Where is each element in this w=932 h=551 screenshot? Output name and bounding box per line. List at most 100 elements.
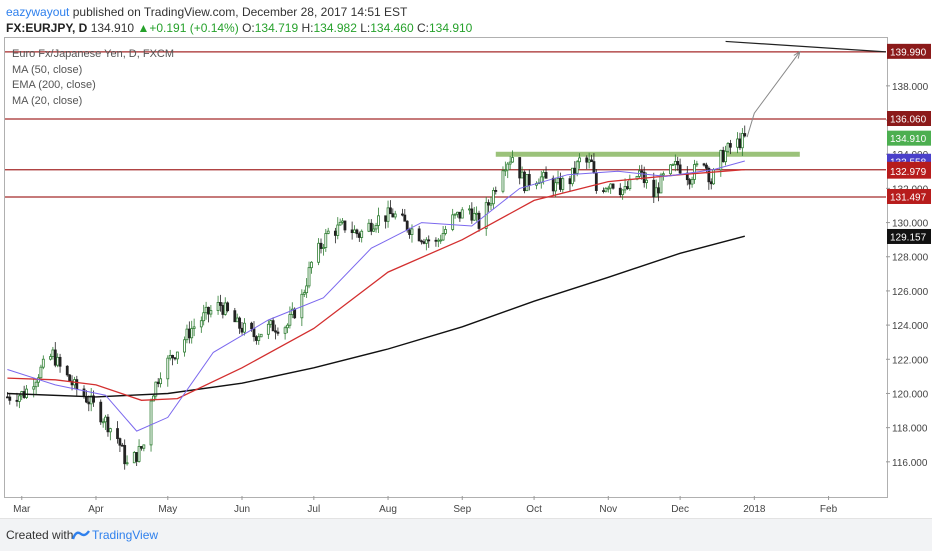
candle-body <box>726 143 730 152</box>
candle-body <box>468 208 471 211</box>
candle-body <box>341 220 344 223</box>
candle-body <box>592 161 596 174</box>
price-label-box <box>887 188 931 204</box>
candle-body <box>575 161 579 174</box>
candle-body <box>544 172 548 179</box>
candle-body <box>626 186 629 190</box>
candle-body <box>709 181 713 185</box>
chart-legend: Euro Fx/Japanese Yen, D, FXCM MA (50, cl… <box>12 47 174 109</box>
x-tick-label: Sep <box>453 504 471 515</box>
candle-body <box>243 322 246 333</box>
candle-body <box>159 378 163 385</box>
candle-body <box>142 444 146 449</box>
candle-body <box>317 242 321 263</box>
candle-body <box>724 150 728 163</box>
candle-body <box>369 222 373 232</box>
candle-body <box>207 306 210 315</box>
candle-body <box>168 354 172 359</box>
candle-body <box>645 179 648 184</box>
candle-body <box>137 446 141 462</box>
candle-body <box>570 167 574 185</box>
candle-body <box>233 310 237 323</box>
projection-path <box>746 51 801 138</box>
candle-body <box>393 213 397 218</box>
candle-body <box>266 323 270 335</box>
candle-body <box>506 163 510 171</box>
candle-body <box>618 187 622 196</box>
candle-body <box>451 214 455 230</box>
y-tick-label: 130.000 <box>892 219 929 230</box>
x-tick-label: Jun <box>234 504 250 515</box>
candle-body <box>276 331 280 334</box>
candle-body <box>374 225 378 230</box>
candle-body <box>355 229 359 235</box>
candle-body <box>561 178 565 190</box>
candle-body <box>384 215 388 222</box>
candle-body <box>65 365 69 376</box>
legend-ma20[interactable]: MA (20, close) <box>12 94 83 107</box>
price-label-box <box>887 111 931 127</box>
candle-body <box>489 203 493 206</box>
candle-body <box>34 381 38 388</box>
candle-body <box>209 310 213 315</box>
candle-body <box>185 328 189 341</box>
candle-body <box>190 328 194 339</box>
candle-body <box>192 326 196 329</box>
price-label-text: 131.497 <box>890 192 927 203</box>
candle-body <box>640 170 644 173</box>
price-chart[interactable]: 116.000 118.000 120.000 122.000 124.000 126.0… <box>0 0 932 518</box>
candle-body <box>657 187 660 194</box>
candle-body <box>152 395 155 402</box>
candle-body <box>556 177 560 184</box>
candle-body <box>235 317 239 323</box>
candle-body <box>494 190 498 192</box>
legend-ema200[interactable]: EMA (200, close) <box>12 79 96 91</box>
candle-body <box>353 229 356 234</box>
candle-body <box>424 239 428 244</box>
candle-body <box>738 138 742 149</box>
candle-body <box>441 233 445 241</box>
ma50-line <box>7 168 745 401</box>
candle-body <box>602 190 605 192</box>
ema200-line <box>7 235 745 398</box>
candle-body <box>252 328 256 338</box>
high-label: H: <box>301 21 314 35</box>
tradingview-logo-icon[interactable] <box>72 528 90 542</box>
x-tick-label: May <box>158 504 177 515</box>
candle-body <box>659 174 663 194</box>
candle-body <box>688 179 692 185</box>
legend-ma50[interactable]: MA (50, close) <box>12 63 83 76</box>
candle-body <box>171 354 174 359</box>
candle-body <box>149 400 153 446</box>
candle-body <box>92 395 95 403</box>
author-link[interactable]: eazywayout <box>6 5 70 19</box>
candle-body <box>695 163 699 166</box>
candle-body <box>226 302 230 312</box>
price-label-text: 136.060 <box>890 115 927 126</box>
symbol-label: FX:EURJPY, D <box>6 21 88 35</box>
candle-body <box>491 190 495 205</box>
open-label: O: <box>242 21 255 35</box>
candle-body <box>417 228 421 242</box>
candle-body <box>623 186 627 191</box>
footer-bar: Created with TradingView <box>0 518 932 551</box>
candle-body <box>283 327 287 334</box>
candle-body <box>202 312 206 322</box>
candle-body <box>125 462 129 465</box>
candle-body <box>475 212 479 215</box>
chart-frame[interactable] <box>4 37 888 498</box>
candle-body <box>58 356 62 367</box>
candle-body <box>302 292 306 295</box>
candle-body <box>511 157 514 163</box>
tradingview-brand-link[interactable]: TradingView <box>92 528 159 542</box>
created-with-text: Created with <box>6 528 74 542</box>
candle-body <box>274 330 277 333</box>
candle-body <box>15 399 19 402</box>
candle-body <box>405 220 409 231</box>
candle-body <box>307 267 311 287</box>
candle-body <box>740 133 744 149</box>
y-tick-label: 116.000 <box>892 458 928 469</box>
candle-body <box>41 358 45 368</box>
candle-body <box>568 178 572 185</box>
candle-body <box>84 396 88 403</box>
